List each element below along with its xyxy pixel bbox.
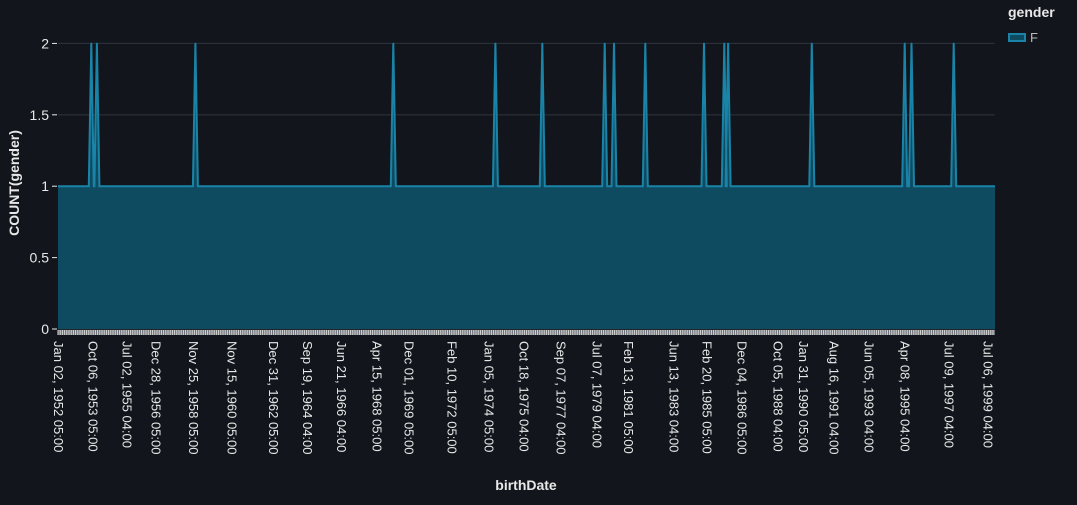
x-axis: Jan 02, 1952 05:00 Oct 06, 1953 05:00 Jul …: [51, 341, 996, 455]
data-point-peak[interactable]: [903, 42, 906, 45]
data-point-peak[interactable]: [194, 42, 197, 45]
x-tick-label: Jul 06, 1999 04:00: [981, 341, 996, 448]
data-point-peak[interactable]: [952, 42, 955, 45]
x-tick-label: Jun 13, 1983 04:00: [666, 341, 681, 452]
y-axis-label: COUNT(gender): [6, 130, 22, 236]
legend-swatch-f: [1008, 33, 1026, 42]
series-area: [58, 42, 995, 330]
x-tick-label: Oct 18, 1975 04:00: [517, 341, 532, 452]
x-tick-label: Jul 07, 1979 04:00: [589, 341, 604, 448]
date-rug: [57, 330, 995, 335]
data-point-peak[interactable]: [727, 42, 729, 45]
x-tick-label: Apr 15, 1968 05:00: [370, 341, 385, 452]
x-tick-label: Jul 02, 1955 04:00: [119, 341, 134, 448]
data-point-peak[interactable]: [810, 42, 813, 45]
x-tick-label: Feb 13, 1981 05:00: [621, 341, 636, 454]
x-tick-label: Oct 06, 1953 05:00: [85, 341, 100, 452]
x-tick-label: Nov 25, 1958 05:00: [186, 341, 201, 454]
y-tick-label: 1.5: [30, 107, 50, 123]
y-tick-label: 1: [41, 178, 49, 194]
data-point-peak[interactable]: [910, 42, 913, 45]
data-point-peak[interactable]: [90, 42, 93, 45]
y-tick-label: 0.5: [30, 250, 50, 266]
x-tick-label: Sep 19, 1964 04:00: [300, 341, 315, 455]
x-tick-label: Apr 08, 1995 04:00: [898, 341, 913, 452]
x-tick-label: Dec 01, 1969 05:00: [402, 341, 417, 454]
data-point-peak[interactable]: [603, 42, 606, 45]
data-point-peak[interactable]: [541, 42, 544, 45]
y-axis: 0 0.5 1 1.5 2: [30, 35, 57, 337]
legend[interactable]: gender F: [1008, 4, 1055, 45]
x-tick-label: Jun 05, 1993 04:00: [862, 341, 877, 452]
data-point-peak[interactable]: [613, 42, 615, 45]
y-tick-label: 0: [41, 321, 49, 337]
series-line: [58, 43, 995, 188]
x-tick-label: Nov 15, 1960 05:00: [225, 341, 240, 454]
y-tick-label: 2: [41, 35, 49, 51]
legend-label-f: F: [1030, 30, 1038, 45]
x-tick-label: Feb 20, 1985 05:00: [699, 341, 714, 454]
x-tick-label: Dec 31, 1962 05:00: [266, 341, 281, 454]
x-axis-label: birthDate: [495, 477, 557, 493]
x-tick-label: Jan 31, 1990 05:00: [796, 341, 811, 452]
x-tick-label: Oct 05, 1988 04:00: [770, 341, 785, 452]
x-tick-label: Dec 04, 1986 05:00: [734, 341, 749, 454]
x-tick-label: Aug 16, 1991 04:00: [826, 341, 841, 455]
x-tick-label: Jan 05, 1974 05:00: [482, 341, 497, 452]
x-tick-label: Jan 02, 1952 05:00: [51, 341, 66, 452]
x-tick-label: Dec 28, 1956 05:00: [149, 341, 164, 454]
x-tick-label: Sep 07, 1977 04:00: [554, 341, 569, 455]
x-tick-label: Jun 21, 1966 04:00: [334, 341, 349, 452]
data-point-peak[interactable]: [723, 42, 726, 45]
data-point-peak[interactable]: [644, 42, 647, 45]
x-tick-label: Feb 10, 1972 05:00: [445, 341, 460, 454]
data-point-peak[interactable]: [494, 42, 497, 45]
data-point-peak[interactable]: [703, 42, 705, 45]
data-point-peak[interactable]: [392, 42, 395, 45]
data-point-peak[interactable]: [96, 42, 98, 45]
x-tick-label: Jul 09, 1997 04:00: [942, 341, 957, 448]
legend-title: gender: [1008, 4, 1055, 20]
